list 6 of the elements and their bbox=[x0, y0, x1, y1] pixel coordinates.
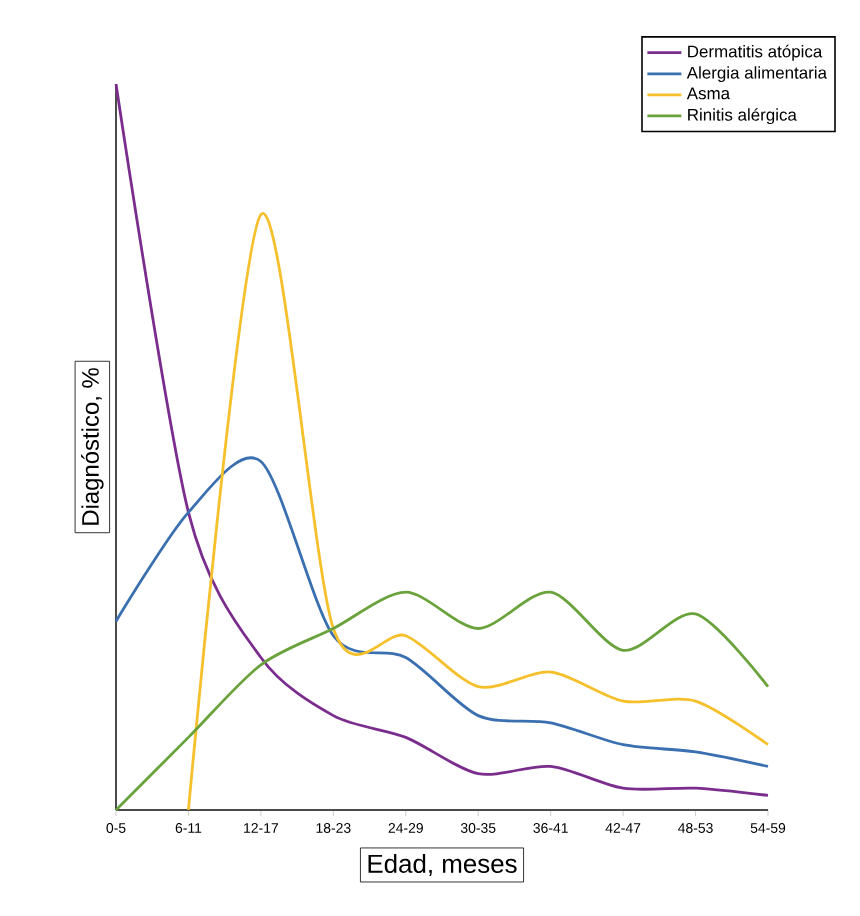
legend-label: Alergia alimentaria bbox=[686, 66, 827, 83]
legend-label: Asma bbox=[686, 87, 731, 100]
y-axis-title: Diagnóstico, % bbox=[81, 368, 104, 525]
x-axis-title: Edad, meses bbox=[368, 853, 517, 876]
legend-label: Rinitis alérgica bbox=[688, 108, 797, 125]
legend-label: Dermatitis atópica bbox=[688, 44, 823, 61]
